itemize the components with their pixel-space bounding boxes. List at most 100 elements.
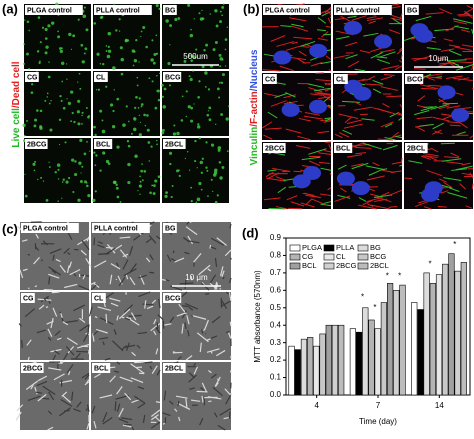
cell-dot xyxy=(217,194,219,196)
cell-dot xyxy=(27,21,30,24)
cell-dot xyxy=(66,63,67,64)
legend-label: BCL xyxy=(302,261,317,270)
image-label: BCL xyxy=(96,141,111,148)
cell-dot xyxy=(80,44,83,47)
cell-dot xyxy=(64,141,66,143)
cell-dot xyxy=(34,125,37,128)
cell-dot xyxy=(74,160,76,162)
cell-dot xyxy=(36,109,39,112)
fiber xyxy=(134,362,143,363)
cell-dot xyxy=(225,65,226,66)
fiber xyxy=(52,292,60,293)
cell-dot xyxy=(189,75,191,77)
cell-dot xyxy=(135,39,137,41)
cell-dot xyxy=(156,35,158,37)
cell-dot xyxy=(100,16,103,19)
cell-dot xyxy=(78,161,81,164)
cell-dot xyxy=(169,152,172,155)
fiber xyxy=(173,251,174,253)
fiber xyxy=(145,362,152,363)
cell-dot xyxy=(139,185,142,188)
cell-dot xyxy=(150,145,152,147)
cell-dot xyxy=(153,192,156,195)
cell-dot xyxy=(153,62,156,65)
cell-dot xyxy=(116,187,119,190)
cell-dot xyxy=(106,160,109,163)
cell-dot xyxy=(162,96,164,98)
cell-dot xyxy=(197,125,200,128)
fiber xyxy=(414,69,425,70)
cell-dot xyxy=(87,194,90,197)
cell-dot xyxy=(156,140,158,142)
fiber xyxy=(156,402,160,403)
cell-dot xyxy=(102,63,104,65)
cell-dot xyxy=(81,166,83,168)
cell-dot xyxy=(133,65,135,67)
cell-dot xyxy=(222,73,225,76)
cell-dot xyxy=(77,100,80,103)
cell-dot xyxy=(117,196,120,199)
bar xyxy=(400,285,406,395)
cell-dot xyxy=(72,112,74,114)
cell-dot xyxy=(61,81,63,83)
cell-dot xyxy=(176,132,179,135)
cell-dot xyxy=(100,63,102,65)
cell-dot xyxy=(96,89,97,90)
cell-dot xyxy=(165,191,168,194)
bar xyxy=(387,283,393,395)
legend-label: BCG xyxy=(370,252,386,261)
cell-dot xyxy=(221,14,223,16)
cell-dot xyxy=(215,41,218,44)
cell-dot xyxy=(39,127,42,130)
cell-dot xyxy=(38,16,41,19)
cell-dot xyxy=(86,185,89,188)
fiber xyxy=(197,391,208,392)
fiber xyxy=(230,322,231,326)
cell-dot xyxy=(181,119,184,122)
cell-dot xyxy=(194,140,196,142)
bar xyxy=(363,308,369,395)
cell-dot xyxy=(48,162,49,163)
cell-dot xyxy=(173,124,175,126)
legend-label: CL xyxy=(336,252,346,261)
cell-dot xyxy=(120,46,123,49)
legend-label: 2BCL xyxy=(370,261,389,270)
cell-dot xyxy=(63,107,66,110)
cell-dot xyxy=(102,130,106,134)
fiber xyxy=(192,315,193,317)
significance-mark: * xyxy=(453,240,456,249)
cell-dot xyxy=(172,185,174,187)
cell-dot xyxy=(161,132,164,135)
side-label-part: /F-actin xyxy=(249,91,260,127)
fiber xyxy=(330,173,331,175)
cell-dot xyxy=(222,59,224,61)
cell-dot xyxy=(178,169,180,171)
cell-dot xyxy=(112,125,115,128)
cell-dot xyxy=(47,24,50,27)
cell-dot xyxy=(22,124,25,127)
panel-label: (a) xyxy=(2,1,18,16)
cell-dot xyxy=(202,158,204,160)
legend-label: PLLA xyxy=(336,243,354,252)
cell-dot xyxy=(185,158,186,159)
cell-dot xyxy=(78,19,80,21)
scale-bar-label: 10 μm xyxy=(185,273,208,282)
legend-swatch xyxy=(290,254,300,260)
image-label: BG xyxy=(407,7,418,14)
cell-dot xyxy=(112,66,116,70)
side-label: Live cell/Dead cell xyxy=(11,61,22,147)
cell-dot xyxy=(114,89,115,90)
cell-dot xyxy=(79,139,82,142)
bar xyxy=(436,275,442,395)
cell-dot xyxy=(221,6,224,9)
cell-dot xyxy=(164,88,167,91)
cell-dot xyxy=(47,93,49,95)
cell-dot xyxy=(70,90,73,93)
cell-dot xyxy=(28,68,30,70)
cell-dot xyxy=(77,110,80,113)
cell-dot xyxy=(217,87,220,90)
cell-dot xyxy=(62,181,64,183)
cell-dot xyxy=(57,169,59,171)
cell-dot xyxy=(57,35,60,38)
cell-dot xyxy=(149,191,152,194)
